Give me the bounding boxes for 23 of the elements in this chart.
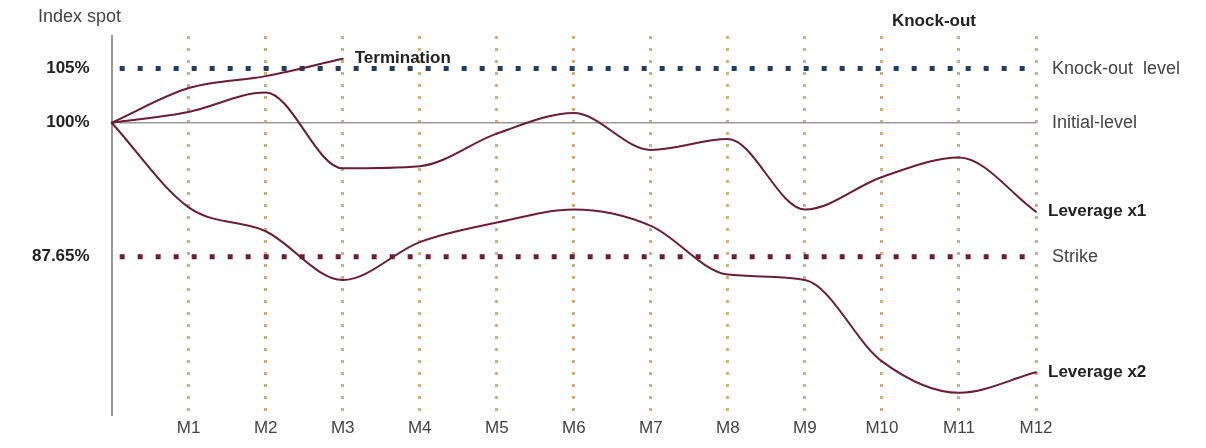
x-tick-label: M2 [253, 418, 278, 438]
x-tick-label: M6 [562, 418, 586, 438]
y-tick-label: 100% [46, 112, 90, 132]
series-label: Termination [354, 48, 451, 68]
x-tick-label: M1 [176, 418, 201, 438]
x-tick-label: M8 [716, 418, 740, 438]
y-tick-label: 105% [46, 58, 90, 78]
y-tick-label: 87.65% [31, 246, 90, 266]
x-tick-label: M11 [943, 418, 975, 438]
series-label: Leverage x1 [1048, 201, 1147, 221]
x-tick-label: M9 [793, 418, 817, 438]
x-tick-label: M4 [407, 418, 432, 438]
x-tick-label: M5 [484, 418, 509, 438]
x-tick-label: M12 [1019, 418, 1053, 438]
ref-line-label: Initial-level [1052, 111, 1138, 132]
x-tick-label: M7 [639, 418, 663, 438]
text: Knock-out [891, 11, 977, 30]
series-label: Leverage x2 [1048, 361, 1147, 381]
x-tick-label: M10 [865, 418, 899, 438]
y-axis-title: Index spot [38, 6, 122, 26]
x-tick-label: M3 [330, 418, 355, 438]
ref-line-label: Knock-out level [1052, 57, 1181, 78]
ref-line-label: Strike [1052, 245, 1099, 266]
